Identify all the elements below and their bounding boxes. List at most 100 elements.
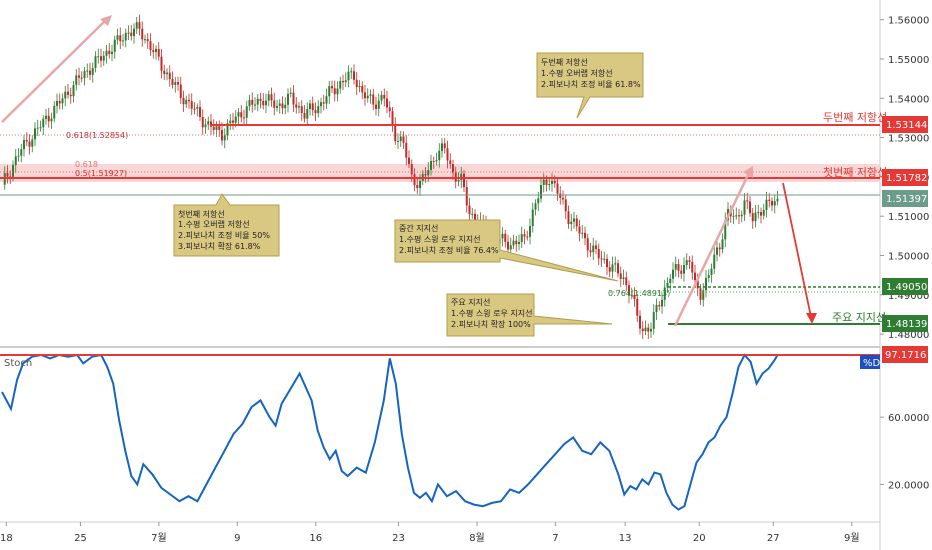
candle-body xyxy=(190,101,193,109)
candle-body xyxy=(127,32,130,34)
fib-r2-label: 0.618(1.52854) xyxy=(66,131,128,140)
candle-body xyxy=(441,143,443,151)
candle-body xyxy=(542,179,545,185)
candle-body xyxy=(17,155,20,157)
candle-body xyxy=(193,108,196,110)
candle-body xyxy=(201,117,204,128)
candle-body xyxy=(67,91,69,95)
candle-body xyxy=(328,86,331,97)
candle-body xyxy=(303,112,306,119)
time-tick-label: 9월 xyxy=(844,532,860,544)
candle-body xyxy=(531,209,534,227)
candle-body xyxy=(573,218,575,222)
candle-body xyxy=(518,242,520,245)
candle-body xyxy=(353,71,355,80)
candle-body xyxy=(262,101,265,106)
candle-body xyxy=(212,126,215,130)
price-tick-label: 1.50000 xyxy=(888,252,929,263)
candle-body xyxy=(691,261,694,273)
candle-body xyxy=(526,236,529,238)
stoch-line xyxy=(1,353,779,511)
uptrend-arrow-2-head xyxy=(743,166,753,178)
candle-body xyxy=(419,180,421,189)
candle-body xyxy=(298,106,300,108)
candle-body xyxy=(611,264,614,272)
candle-body xyxy=(545,179,548,185)
candle-body xyxy=(501,233,504,239)
candle-body xyxy=(633,294,636,299)
candle-body xyxy=(361,85,364,93)
candle-body xyxy=(468,205,471,215)
candle-body xyxy=(350,71,353,73)
candle-body xyxy=(586,238,589,251)
candle-body xyxy=(314,110,317,114)
candle-body xyxy=(559,193,562,198)
candle-body xyxy=(6,173,9,177)
candle-body xyxy=(457,180,460,182)
candle-body xyxy=(124,32,127,41)
candle-body xyxy=(364,92,366,99)
fib-mid-label: 0.764(1.48913) xyxy=(608,289,670,298)
candle-body xyxy=(460,173,463,181)
candle-body xyxy=(215,126,218,130)
candle-body xyxy=(413,174,416,186)
candle-body xyxy=(578,226,581,234)
candle-body xyxy=(567,211,570,225)
candle-body xyxy=(716,247,718,255)
candle-body xyxy=(322,102,325,104)
time-tick-label: 20 xyxy=(693,533,706,544)
trend-arrows xyxy=(1,15,817,327)
stoch-d-text: %D xyxy=(863,358,881,369)
candle-body xyxy=(551,180,553,184)
candle-body xyxy=(130,32,133,36)
candle-body xyxy=(636,298,639,316)
candle-body xyxy=(589,250,592,253)
candle-body xyxy=(366,95,369,99)
candle-body xyxy=(724,220,727,240)
candle-body xyxy=(597,248,600,259)
candle-body xyxy=(474,213,476,222)
candle-body xyxy=(113,39,116,52)
candle-body xyxy=(284,104,287,109)
candle-body xyxy=(751,213,754,222)
candle-body xyxy=(276,105,278,108)
candle-body xyxy=(317,106,320,114)
candle-body xyxy=(405,142,408,158)
candle-body xyxy=(677,264,680,271)
resistance2-text: 두번째 저항선 xyxy=(823,111,887,124)
badge-intermediate-text: 1.49050 xyxy=(886,282,927,293)
candle-body xyxy=(680,270,683,274)
candle-body xyxy=(243,117,245,119)
candle-body xyxy=(685,260,688,266)
candle-body xyxy=(64,91,67,99)
candle-body xyxy=(471,213,474,215)
candle-body xyxy=(45,115,47,119)
candle-body xyxy=(650,328,652,332)
candle-body xyxy=(105,50,108,56)
candle-body xyxy=(188,99,190,102)
candle-body xyxy=(507,241,509,250)
price-tick-label: 1.54000 xyxy=(888,94,929,105)
candle-body xyxy=(160,56,163,71)
time-tick-label: 8월 xyxy=(469,532,485,544)
candle-body xyxy=(465,187,468,206)
candle-body xyxy=(31,139,34,147)
candle-body xyxy=(644,327,647,332)
candle-body xyxy=(713,254,716,269)
candle-body xyxy=(688,260,691,262)
badge-stoch-value xyxy=(882,346,928,363)
price-tick-label: 1.53000 xyxy=(888,134,929,145)
candle-body xyxy=(133,28,135,36)
candle-body xyxy=(402,136,405,143)
candle-body xyxy=(97,56,100,58)
candle-body xyxy=(69,94,72,97)
candle-body xyxy=(281,103,284,109)
price-tick-label: 1.56000 xyxy=(888,16,929,27)
stoch-pane: 60.0000 20.0000 xyxy=(1,353,929,511)
candle-body xyxy=(394,124,397,142)
note-r2-line1: 두번째 저항선 xyxy=(541,58,588,67)
candle-body xyxy=(377,100,380,109)
candle-body xyxy=(512,240,515,246)
candle-body xyxy=(331,86,333,89)
candle-body xyxy=(614,263,617,265)
